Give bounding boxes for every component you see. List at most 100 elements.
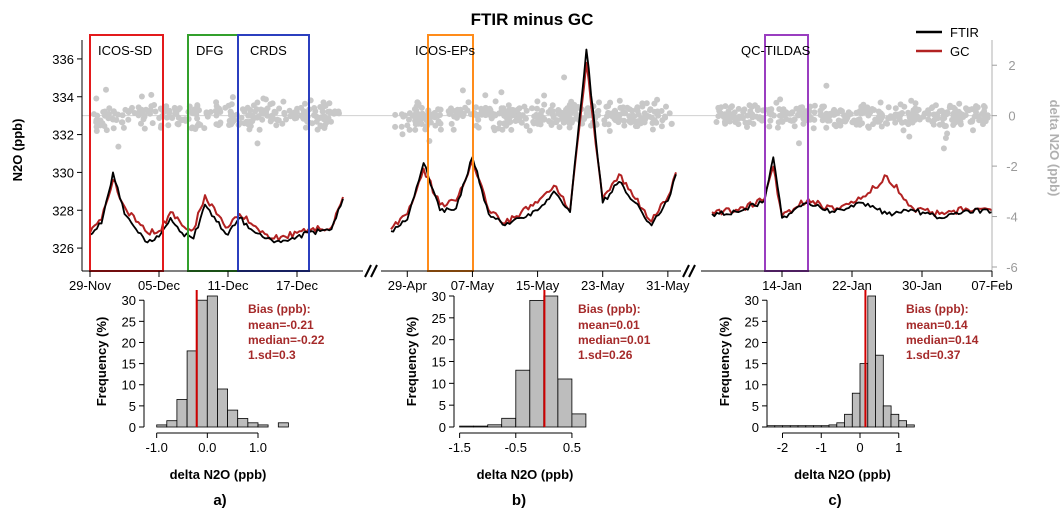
delta-point	[227, 118, 234, 124]
histogram-bar	[487, 424, 503, 428]
x-tick-label: 15-May	[516, 278, 560, 293]
delta-point	[482, 92, 489, 99]
hist-y-tick-label: 25	[122, 314, 136, 329]
gc-series-line-segment	[390, 61, 677, 230]
delta-point	[626, 106, 633, 113]
delta-point	[217, 107, 223, 114]
hist-y-tick-label: 10	[745, 378, 759, 393]
delta-point	[201, 125, 208, 132]
delta-point	[501, 120, 508, 127]
x-tick-label: 29-Apr	[388, 278, 428, 293]
gc-series-line	[89, 61, 993, 242]
hist-x-axis-label: delta N2O (ppb)	[794, 467, 891, 482]
right-y-tick-label: 0	[1008, 109, 1015, 124]
delta-point	[566, 115, 573, 122]
delta-point	[530, 120, 537, 127]
delta-point	[178, 117, 185, 124]
delta-point	[906, 133, 913, 140]
bias-stat: 1.sd=0.37	[906, 348, 961, 362]
delta-point	[817, 112, 824, 118]
x-tick-label: 05-Dec	[138, 278, 180, 293]
delta-point	[498, 89, 505, 96]
delta-point	[746, 102, 753, 109]
left-y-tick-label: 334	[52, 90, 74, 105]
delta-point	[944, 130, 951, 137]
histogram-bar	[828, 424, 838, 428]
histogram-bar	[867, 295, 876, 428]
delta-point	[952, 108, 959, 115]
histogram-bar	[898, 420, 907, 428]
histogram-panel-1: 0 5 10 15 20 25 30 -1.0 0.0 1.0 Frequency (%) delta…	[94, 290, 325, 509]
histogram-bar	[882, 405, 892, 428]
delta-point	[412, 126, 419, 133]
delta-point	[793, 105, 800, 112]
legend-label: FTIR	[950, 25, 979, 40]
x-tick-label: 11-Dec	[208, 278, 249, 293]
bias-title: Bias (ppb):	[578, 302, 641, 316]
delta-point	[839, 108, 845, 115]
delta-point	[641, 114, 647, 121]
delta-point	[549, 111, 556, 118]
delta-scatter	[91, 74, 991, 152]
hist-y-tick-label: 5	[439, 398, 446, 413]
delta-point	[135, 112, 142, 119]
delta-point	[125, 109, 132, 116]
delta-point	[713, 119, 720, 125]
hist-x-tick-label: 0	[856, 440, 863, 455]
delta-point	[561, 74, 568, 81]
delta-point	[135, 104, 142, 111]
delta-point	[981, 104, 988, 111]
histogram-bar	[813, 425, 822, 428]
delta-point	[888, 113, 895, 120]
left-y-tick-label: 336	[52, 52, 74, 67]
delta-point	[152, 108, 159, 115]
delta-point	[447, 110, 454, 117]
delta-point	[653, 110, 660, 116]
campaign-label: ICOS-SD	[98, 43, 152, 58]
histogram-bar	[515, 369, 531, 428]
bias-title: Bias (ppb):	[906, 302, 969, 316]
histogram-bar	[557, 378, 573, 428]
delta-point	[314, 126, 321, 133]
delta-point	[418, 104, 425, 111]
left-y-tick-label: 330	[52, 165, 74, 180]
delta-point	[523, 123, 530, 129]
delta-point	[115, 143, 122, 150]
delta-point	[238, 114, 245, 121]
delta-point	[459, 87, 466, 94]
hist-x-axis-label: delta N2O (ppb)	[170, 467, 267, 482]
delta-point	[726, 118, 733, 125]
delta-point	[106, 105, 113, 112]
delta-point	[853, 109, 860, 116]
histogram-bar	[820, 425, 830, 428]
delta-point	[566, 124, 573, 131]
delta-point	[946, 104, 953, 111]
bias-stat: median=0.14	[906, 333, 979, 347]
legend: FTIR GC	[916, 25, 979, 59]
delta-point	[875, 108, 882, 115]
hist-y-axis-label: Frequency (%)	[404, 317, 419, 407]
histogram-bar	[186, 350, 198, 428]
delta-point	[320, 99, 327, 106]
delta-point	[195, 120, 202, 127]
delta-point	[649, 126, 656, 133]
bias-stat: mean=0.01	[578, 318, 640, 332]
delta-point	[741, 106, 748, 113]
delta-point	[715, 104, 722, 111]
delta-point	[666, 110, 673, 117]
delta-point	[452, 108, 459, 114]
delta-point	[213, 121, 220, 128]
delta-point	[791, 123, 798, 130]
delta-point	[715, 113, 722, 120]
delta-point	[830, 111, 837, 118]
delta-point	[516, 105, 523, 112]
histogram-bar	[859, 363, 869, 428]
gc-series-line-segment	[711, 165, 993, 218]
delta-point	[641, 110, 648, 117]
delta-point	[275, 117, 282, 124]
delta-point	[534, 98, 541, 105]
delta-point	[503, 114, 510, 121]
delta-point	[510, 112, 516, 119]
